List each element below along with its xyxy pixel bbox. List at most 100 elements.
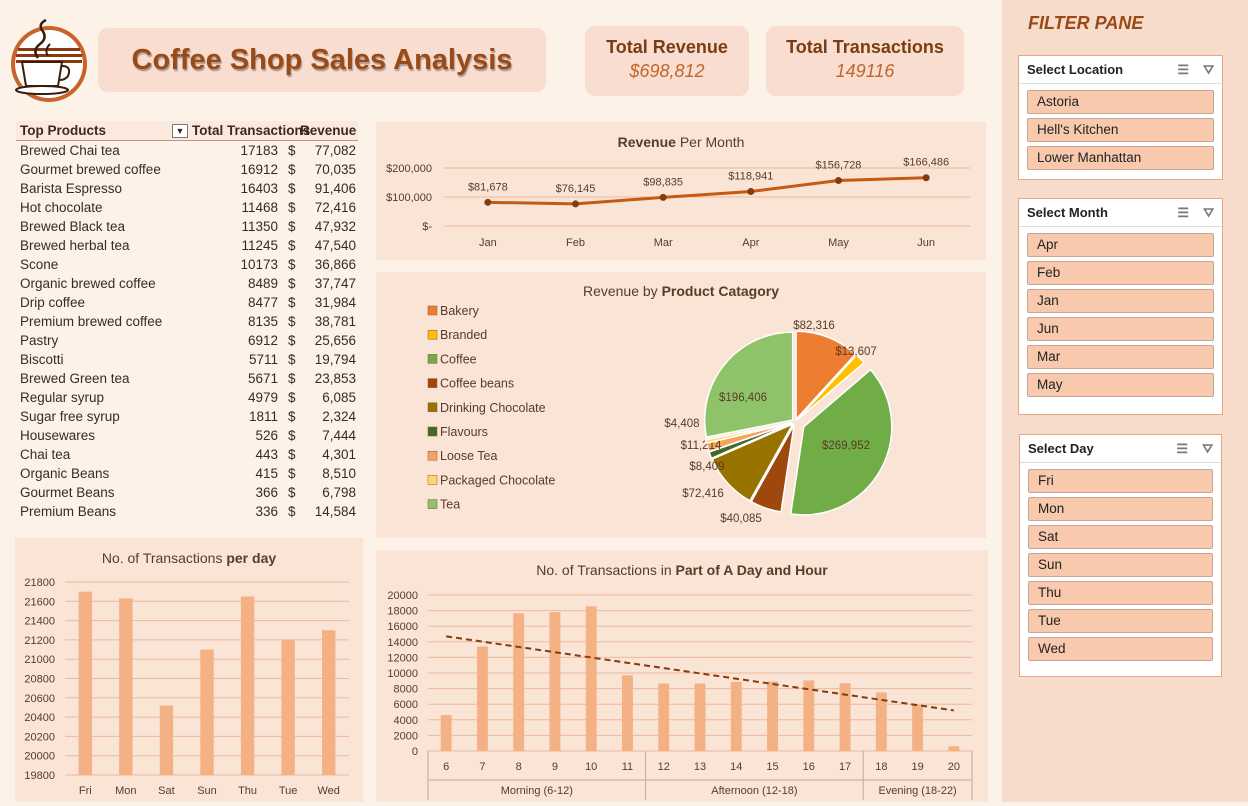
slice-label: $269,952	[822, 440, 870, 452]
slicer-item-day[interactable]: Wed	[1028, 637, 1213, 661]
product-revenue: 23,853	[314, 371, 356, 386]
slicer-item-day[interactable]: Sat	[1028, 525, 1213, 549]
slicer-item-location[interactable]: Hell's Kitchen	[1027, 118, 1214, 142]
bar	[78, 591, 92, 775]
multi-select-icon[interactable]: ☰	[1177, 204, 1190, 220]
table-row: Brewed Green tea 5671 $23,853	[16, 369, 358, 388]
slicer-item-day[interactable]: Sun	[1028, 553, 1213, 577]
currency-symbol: $	[288, 219, 296, 234]
currency-symbol: $	[288, 485, 296, 500]
x-tick-label: 11	[622, 761, 633, 773]
bar	[658, 683, 670, 751]
x-tick-label: Tue	[279, 785, 298, 797]
currency-symbol: $	[288, 371, 296, 386]
bar	[912, 704, 924, 751]
y-tick-label: 18000	[387, 606, 418, 618]
slice-label: $40,085	[720, 513, 762, 525]
slicer-item-day[interactable]: Thu	[1028, 581, 1213, 605]
clear-filter-icon[interactable]: ⛛	[1203, 204, 1214, 220]
product-transactions: 8477	[247, 295, 278, 310]
kpi-revenue-label: Total Revenue	[606, 37, 728, 57]
product-name: Barista Espresso	[20, 181, 123, 196]
data-point	[572, 200, 579, 208]
slicer-item-month[interactable]: Jan	[1027, 289, 1214, 313]
group-label: Evening (18-22)	[878, 785, 956, 797]
slice-label: $13,607	[835, 346, 877, 358]
slicer-header: Select Day ☰ ⛛	[1020, 435, 1221, 463]
product-revenue: 37,747	[314, 276, 356, 291]
currency-symbol: $	[288, 466, 296, 481]
trendline	[445, 635, 955, 712]
data-label: $156,728	[816, 160, 862, 172]
product-name: Brewed Green tea	[20, 371, 130, 386]
slicer-title: Select Day	[1028, 441, 1094, 456]
y-tick-label: $-	[422, 221, 432, 233]
product-revenue-cell: $19,794	[288, 352, 358, 367]
kpi-transactions-label: Total Transactions	[786, 37, 944, 57]
slicer-item-month[interactable]: Apr	[1027, 233, 1214, 257]
data-label: $118,941	[728, 171, 773, 183]
currency-symbol: $	[288, 314, 296, 329]
slice-label: $8,409	[689, 461, 724, 473]
product-name: Regular syrup	[20, 390, 105, 405]
legend-swatch	[427, 475, 438, 485]
product-revenue-cell: $36,866	[288, 257, 358, 272]
bar	[159, 705, 174, 775]
currency-symbol: $	[288, 200, 296, 215]
y-tick-label: $100,000	[386, 192, 432, 204]
table-row: Housewares 526 $7,444	[16, 426, 358, 445]
bar	[839, 683, 851, 751]
product-revenue: 2,324	[322, 409, 356, 424]
slicer-item-day[interactable]: Tue	[1028, 609, 1213, 633]
x-tick-label: Jun	[917, 237, 935, 249]
product-revenue: 77,082	[314, 143, 356, 158]
x-tick-label: 8	[516, 761, 522, 773]
chart-title: No. of Transactions in Part of A Day and…	[536, 562, 828, 578]
data-point	[835, 177, 842, 185]
x-tick-label: 18	[875, 761, 887, 773]
product-revenue-cell: $77,082	[288, 143, 358, 158]
transactions-per-hour-chart: No. of Transactions in Part of A Day and…	[387, 562, 973, 800]
product-name: Hot chocolate	[20, 200, 103, 215]
clear-filter-icon[interactable]: ⛛	[1202, 440, 1213, 456]
slicer-item-day[interactable]: Fri	[1028, 469, 1213, 493]
x-tick-label: 7	[479, 761, 485, 773]
y-tick-label: 16000	[387, 621, 418, 633]
product-revenue-cell: $6,798	[288, 485, 358, 500]
table-row: Brewed Black tea 11350 $47,932	[16, 217, 358, 236]
clear-filter-icon[interactable]: ⛛	[1203, 61, 1214, 77]
chart-title-rest: Revenue by	[583, 283, 662, 299]
day-slicer: Select Day ☰ ⛛ Fri Mon Sat Sun Thu Tue Wed	[1019, 434, 1222, 677]
sort-filter-icon[interactable]: ▼	[172, 124, 188, 139]
slicer-item-month[interactable]: Feb	[1027, 261, 1214, 285]
table-row: Premium Beans 336 $14,584	[16, 502, 358, 521]
table-row: Regular syrup 4979 $6,085	[16, 388, 358, 407]
product-revenue-cell: $47,932	[288, 219, 358, 234]
legend-swatch	[427, 426, 438, 437]
product-transactions: 16403	[240, 181, 278, 196]
currency-symbol: $	[288, 295, 296, 310]
dashboard-title-box: Coffee Shop Sales Analysis	[98, 28, 546, 92]
legend-swatch	[427, 450, 438, 461]
transactions-per-day-chart: No. of Transactions per day 21800 21600 214…	[24, 550, 349, 797]
slicer-item-month[interactable]: Jun	[1027, 317, 1214, 341]
slicer-item-month[interactable]: May	[1027, 373, 1214, 397]
slicer-item-location[interactable]: Astoria	[1027, 90, 1214, 114]
slicer-item-month[interactable]: Mar	[1027, 345, 1214, 369]
product-transactions: 443	[255, 447, 278, 462]
x-tick-label: 12	[658, 761, 670, 773]
product-revenue: 6,798	[322, 485, 356, 500]
multi-select-icon[interactable]: ☰	[1176, 440, 1189, 456]
multi-select-icon[interactable]: ☰	[1177, 61, 1190, 77]
chart-title: No. of Transactions per day	[102, 550, 277, 566]
y-tick-label: 20200	[24, 731, 55, 743]
product-revenue: 91,406	[314, 181, 356, 196]
product-revenue: 6,085	[322, 390, 356, 405]
slicer-item-location[interactable]: Lower Manhattan	[1027, 146, 1214, 170]
y-tick-label: 0	[412, 746, 418, 758]
header-total-transactions: Total Transactions	[192, 122, 311, 138]
revenue-per-month-chart: Revenue Per Month $200,000 $100,000 $- $81,6…	[386, 134, 970, 249]
currency-symbol: $	[288, 276, 296, 291]
table-row: Gourmet Beans 366 $6,798	[16, 483, 358, 502]
slicer-item-day[interactable]: Mon	[1028, 497, 1213, 521]
